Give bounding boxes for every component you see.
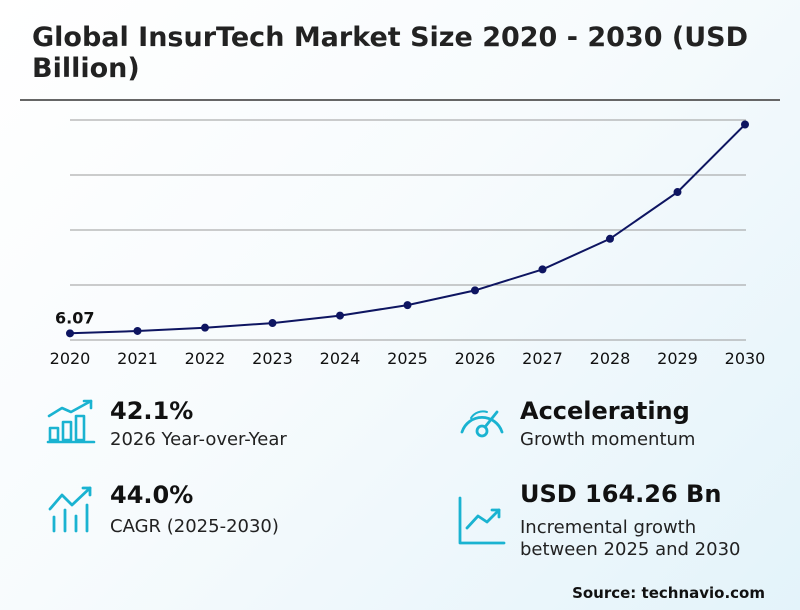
x-tick-label: 2028 [590, 349, 631, 368]
trend-line-chart-icon [458, 496, 506, 545]
data-point [66, 329, 74, 338]
data-label: 6.07 [55, 308, 94, 327]
x-tick-label: 2022 [185, 349, 226, 368]
data-point [538, 265, 547, 274]
x-tick-label: 2029 [657, 349, 698, 368]
kpi-incremental-label-line2: between 2025 and 2030 [520, 539, 741, 560]
data-point [741, 120, 749, 129]
x-tick-label: 2021 [117, 349, 158, 368]
data-point [606, 234, 614, 243]
x-tick-label: 2020 [50, 349, 91, 368]
kpi-cagr-value: 44.0% [110, 481, 194, 509]
data-point [133, 326, 142, 335]
kpi-momentum-label: Growth momentum [520, 429, 696, 450]
data-point [201, 323, 209, 332]
kpi-incremental-value: USD 164.26 Bn [520, 480, 722, 508]
kpi-momentum-value: Accelerating [520, 397, 690, 425]
line-chart: 2020 2021 2022 2023 2024 2025 2026 2027 2028 2029… [50, 119, 766, 368]
data-point [403, 301, 412, 310]
source-note: Source: technavio.com [572, 584, 765, 602]
kpi-incremental-label-line1: Incremental growth [520, 517, 697, 538]
data-point [268, 319, 277, 328]
x-tick-label: 2024 [320, 349, 361, 368]
data-point [336, 311, 344, 320]
kpi-cagr-label: CAGR (2025-2030) [110, 516, 279, 537]
trend-bars-icon [48, 486, 92, 533]
x-tick-label: 2030 [725, 349, 766, 368]
data-point [471, 286, 479, 295]
kpi-yoy-label: 2026 Year-over-Year [110, 429, 287, 450]
x-tick-label: 2025 [387, 349, 428, 368]
x-tick-label: 2027 [522, 349, 563, 368]
kpi-yoy-value: 42.1% [110, 397, 194, 425]
speedometer-icon [460, 410, 504, 438]
bar-chart-growth-icon [46, 399, 96, 444]
x-tick-label: 2023 [252, 349, 293, 368]
x-tick-label: 2026 [455, 349, 496, 368]
title-divider [20, 99, 780, 101]
chart-title: Global InsurTech Market Size 2020 - 2030… [32, 22, 749, 84]
data-point [673, 188, 682, 197]
